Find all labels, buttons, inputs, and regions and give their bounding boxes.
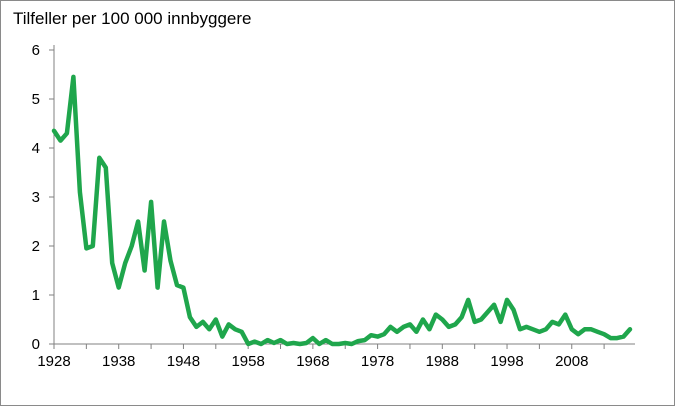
y-tick-label: 5 (32, 91, 40, 108)
y-tick-label: 1 (32, 287, 40, 304)
y-tick-label: 6 (32, 42, 40, 59)
x-tick-label: 1968 (296, 353, 329, 370)
x-tick-label: 2008 (555, 353, 588, 370)
x-tick-label: 1958 (231, 353, 264, 370)
x-tick-label: 1988 (426, 353, 459, 370)
series-line (51, 74, 633, 347)
y-tick-label: 2 (32, 238, 40, 255)
x-tick-label: 1998 (490, 353, 523, 370)
x-tick-label: 1978 (361, 353, 394, 370)
y-axis-label: Tilfeller per 100 000 innbyggere (13, 9, 252, 28)
x-tick-label: 1948 (167, 353, 200, 370)
y-tick-label: 0 (32, 336, 40, 353)
x-tick-label: 1938 (102, 353, 135, 370)
x-tick-label: 1928 (37, 353, 70, 370)
y-tick-label: 3 (32, 189, 40, 206)
y-tick-label: 4 (32, 140, 40, 157)
